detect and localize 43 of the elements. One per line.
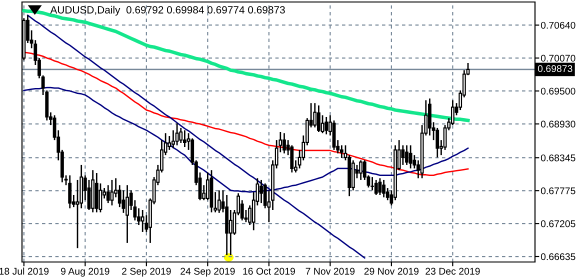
candlestick — [175, 122, 179, 146]
candlestick — [408, 144, 412, 170]
chart-title: AUDUSD,Daily 0.69792 0.69984 0.69774 0.69873 — [50, 6, 285, 16]
candlestick — [428, 98, 432, 136]
candlestick — [260, 179, 263, 204]
y-tick-label: 0.70070 — [540, 54, 576, 62]
candlestick — [217, 190, 221, 214]
x-tick-label: 7 Nov 2019 — [306, 268, 355, 275]
y-tick-label: 0.67205 — [540, 220, 576, 228]
candlestick — [106, 184, 110, 204]
y-tick-label: 0.67775 — [540, 187, 576, 194]
candlestick — [401, 144, 405, 166]
candlestick — [316, 104, 320, 133]
y-tick-label: 0.68345 — [540, 154, 576, 162]
candlestick — [87, 179, 91, 211]
x-tick-label: 24 Sep 2019 — [180, 268, 235, 277]
ref-line-label: 0.69873 — [538, 65, 572, 72]
candlestick — [179, 127, 183, 144]
x-tick-label: 2 Sep 2019 — [122, 268, 171, 277]
candlestick — [68, 174, 72, 209]
candlestick — [140, 209, 144, 233]
candlestick — [126, 184, 129, 244]
x-tick-label: 9 Aug 2019 — [61, 268, 110, 277]
candlestick — [374, 179, 378, 196]
candlestick — [110, 179, 114, 206]
candlestick — [382, 179, 386, 198]
candlestick — [359, 160, 363, 181]
candlestick — [378, 178, 382, 196]
candlestick — [313, 102, 317, 128]
x-tick-label: 18 Jul 2019 — [0, 268, 49, 275]
candlestick — [370, 176, 374, 192]
y-tick-label: 0.69500 — [540, 88, 576, 95]
candlestick — [405, 144, 408, 166]
x-tick-label: 16 Oct 2019 — [243, 268, 295, 275]
x-tick-label: 23 Dec 2019 — [426, 268, 480, 275]
x-tick-label: 29 Nov 2019 — [364, 268, 419, 275]
candlestick — [228, 209, 232, 256]
y-tick-label: 0.68930 — [540, 120, 576, 128]
y-tick-label: 0.70640 — [540, 22, 576, 29]
candlestick — [183, 130, 186, 148]
candlestick — [282, 132, 286, 154]
y-tick-label: 0.66635 — [540, 253, 576, 260]
candlestick — [324, 116, 328, 136]
